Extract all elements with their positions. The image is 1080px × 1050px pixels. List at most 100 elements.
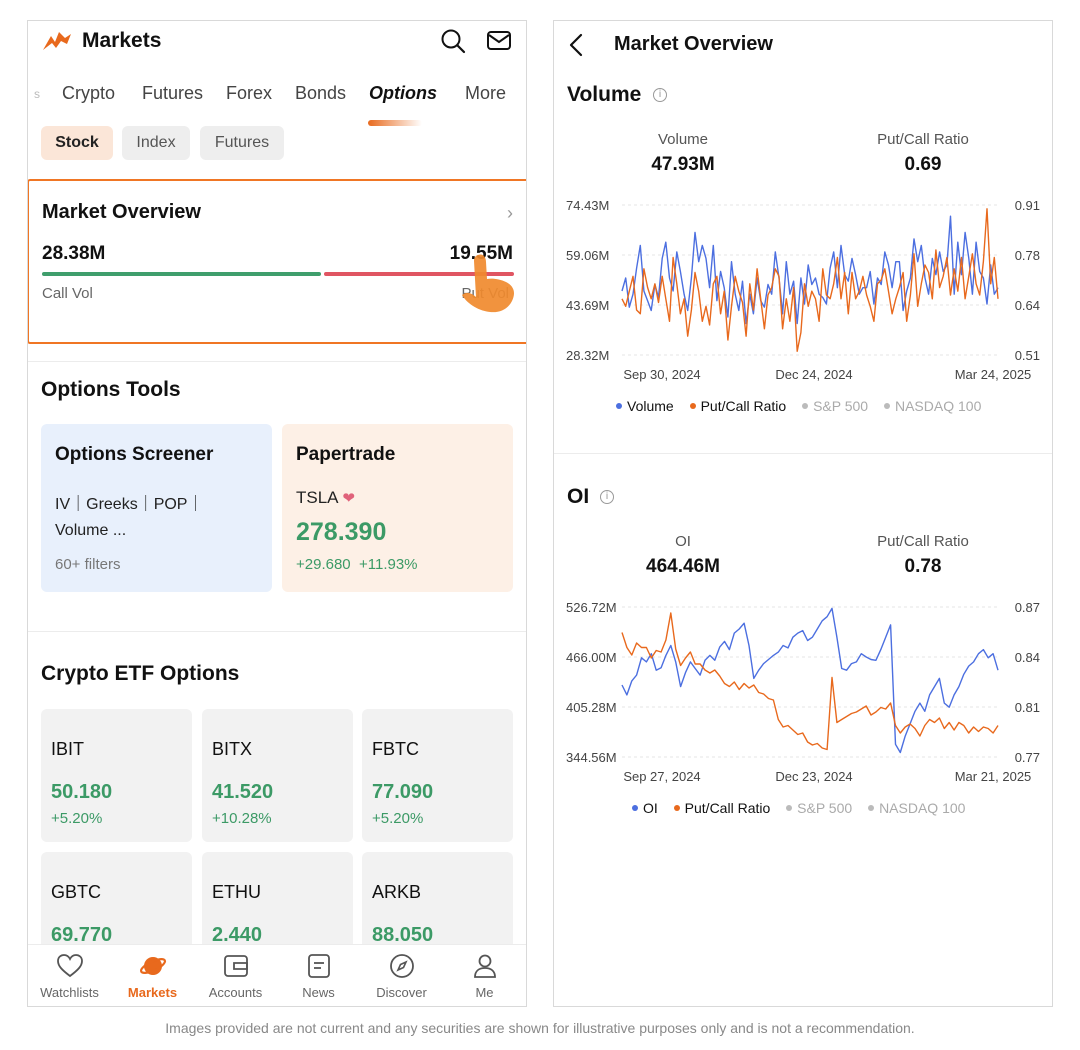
- back-arrow-icon[interactable]: [566, 32, 586, 58]
- legend-item[interactable]: OI: [632, 800, 658, 816]
- legend-item[interactable]: Volume: [616, 398, 674, 414]
- y-left-tick-label: 405.28M: [566, 700, 617, 715]
- volume-ratio-label: Put/Call Ratio: [877, 131, 969, 148]
- put-volume-bar: [324, 272, 514, 276]
- nav-label: Discover: [376, 985, 427, 1000]
- oi-section-title: OI: [567, 485, 590, 508]
- etf-price: 69.770: [51, 924, 113, 946]
- etf-symbol: FBTC: [372, 739, 419, 759]
- nav-accounts[interactable]: Accounts: [194, 945, 277, 1006]
- etf-symbol: ETHU: [212, 882, 261, 902]
- call-volume-bar: [42, 272, 321, 276]
- y-right-tick-label: 0.87: [1015, 600, 1040, 615]
- options-tools-title: Options Tools: [41, 378, 181, 401]
- x-tick-label: Mar 21, 2025: [955, 769, 1032, 784]
- tab-options[interactable]: Options: [369, 83, 437, 103]
- tab-partial[interactable]: s: [34, 87, 40, 101]
- tab-bonds[interactable]: Bonds: [295, 83, 347, 103]
- news-icon: [308, 954, 330, 978]
- legend-item[interactable]: Put/Call Ratio: [689, 398, 786, 414]
- etf-symbol: BITX: [212, 739, 253, 759]
- y-right-tick-label: 0.84: [1015, 650, 1040, 665]
- nav-label: News: [302, 985, 335, 1000]
- legend-item[interactable]: NASDAQ 100: [883, 398, 982, 414]
- papertrade-change-pct: +11.93%: [358, 556, 418, 573]
- tab-crypto[interactable]: Crypto: [62, 83, 116, 103]
- divider: [554, 453, 1052, 454]
- chip-futures[interactable]: Futures: [200, 126, 284, 160]
- screener-title: Options Screener: [55, 444, 214, 465]
- legend-label: NASDAQ 100: [894, 398, 982, 414]
- papertrade-symbol: TSLA ❤: [296, 488, 355, 508]
- compass-icon: [390, 954, 414, 978]
- oi-stat-value: 464.46M: [646, 556, 720, 577]
- y-left-tick-label: 43.69M: [566, 298, 609, 313]
- info-icon[interactable]: i: [653, 88, 667, 102]
- bottom-navigation: Watchlists Markets Accounts News Discove…: [28, 944, 526, 1006]
- series-line-volume: [621, 215, 999, 325]
- legend-label: S&P 500: [813, 398, 869, 414]
- chip-index[interactable]: Index: [122, 126, 190, 160]
- x-tick-label: Dec 23, 2024: [775, 769, 852, 784]
- nav-label: Watchlists: [40, 985, 99, 1000]
- market-overview-title: Market Overview: [42, 201, 201, 223]
- volume-chart: 74.43M 0.91 59.06M 0.78 43.69M 0.64 28.32M 0.51…: [566, 198, 1040, 382]
- x-tick-label: Mar 24, 2025: [955, 367, 1032, 382]
- y-left-tick-label: 526.72M: [566, 600, 617, 615]
- info-icon[interactable]: i: [600, 490, 614, 504]
- screener-filters-line1: IV｜Greeks｜POP｜: [55, 496, 204, 513]
- nav-discover[interactable]: Discover: [360, 945, 443, 1006]
- etf-price: 2.440: [212, 924, 263, 946]
- legend-item[interactable]: S&P 500: [802, 398, 868, 414]
- heart-icon: ❤: [342, 490, 355, 507]
- y-right-tick-label: 0.91: [1015, 198, 1040, 213]
- volume-ratio-value: 0.69: [904, 154, 942, 175]
- etf-card[interactable]: IBIT 50.180 +5.20%: [41, 709, 192, 842]
- nav-label: Markets: [127, 985, 178, 1000]
- legend-label: Volume: [627, 398, 674, 414]
- etf-change: +10.28%: [212, 810, 272, 827]
- market-overview-screen: Market Overview Volume i Volume 47.93M P…: [553, 20, 1053, 1007]
- page-title: Market Overview: [614, 33, 773, 55]
- search-icon[interactable]: [440, 28, 466, 54]
- y-left-tick-label: 28.32M: [566, 348, 609, 363]
- y-left-tick-label: 59.06M: [566, 248, 609, 263]
- nav-me[interactable]: Me: [443, 945, 526, 1006]
- put-volume-value: 19.55M: [449, 243, 513, 264]
- market-overview-card[interactable]: Market Overview › 28.38M 19.55M Call Vol…: [28, 179, 526, 344]
- etf-symbol: GBTC: [51, 882, 102, 902]
- y-left-tick-label: 344.56M: [566, 750, 617, 765]
- nav-watchlists[interactable]: Watchlists: [28, 945, 111, 1006]
- tab-futures[interactable]: Futures: [142, 83, 204, 103]
- active-tab-indicator: [368, 120, 422, 126]
- mail-icon[interactable]: [486, 28, 512, 54]
- series-line-oi: [621, 607, 999, 754]
- legend-label: S&P 500: [797, 800, 853, 816]
- call-volume-label: Call Vol: [42, 285, 93, 302]
- y-right-tick-label: 0.77: [1015, 750, 1040, 765]
- y-left-tick-label: 466.00M: [566, 650, 617, 665]
- legend-item[interactable]: S&P 500: [786, 800, 852, 816]
- options-screener-card[interactable]: Options Screener IV｜Greeks｜POP｜ Volume .…: [41, 424, 272, 592]
- legend-item[interactable]: NASDAQ 100: [868, 800, 965, 816]
- tab-forex[interactable]: Forex: [226, 83, 273, 103]
- crypto-etf-title: Crypto ETF Options: [41, 662, 240, 685]
- nav-news[interactable]: News: [277, 945, 360, 1006]
- heart-icon: [57, 954, 83, 978]
- y-right-tick-label: 0.78: [1015, 248, 1040, 263]
- disclaimer: Images provided are not current and any …: [165, 1020, 915, 1036]
- papertrade-change: +29.680 +11.93%: [296, 556, 418, 573]
- tap-hand-icon: [462, 254, 514, 313]
- papertrade-card[interactable]: Papertrade TSLA ❤ 278.390 +29.680 +11.93…: [282, 424, 513, 592]
- series-line-put-call-ratio: [621, 208, 999, 353]
- etf-card[interactable]: BITX 41.520 +10.28%: [202, 709, 353, 842]
- chip-stock[interactable]: Stock: [41, 126, 113, 160]
- legend-item[interactable]: Put/Call Ratio: [673, 800, 770, 816]
- series-line-put-call-ratio: [621, 612, 999, 751]
- y-right-tick-label: 0.51: [1015, 348, 1040, 363]
- call-volume-value: 28.38M: [42, 243, 106, 264]
- nav-markets[interactable]: Markets: [111, 945, 194, 1006]
- etf-card[interactable]: FBTC 77.090 +5.20%: [362, 709, 513, 842]
- tab-more[interactable]: More: [465, 83, 507, 103]
- chevron-right-icon: ›: [507, 203, 513, 223]
